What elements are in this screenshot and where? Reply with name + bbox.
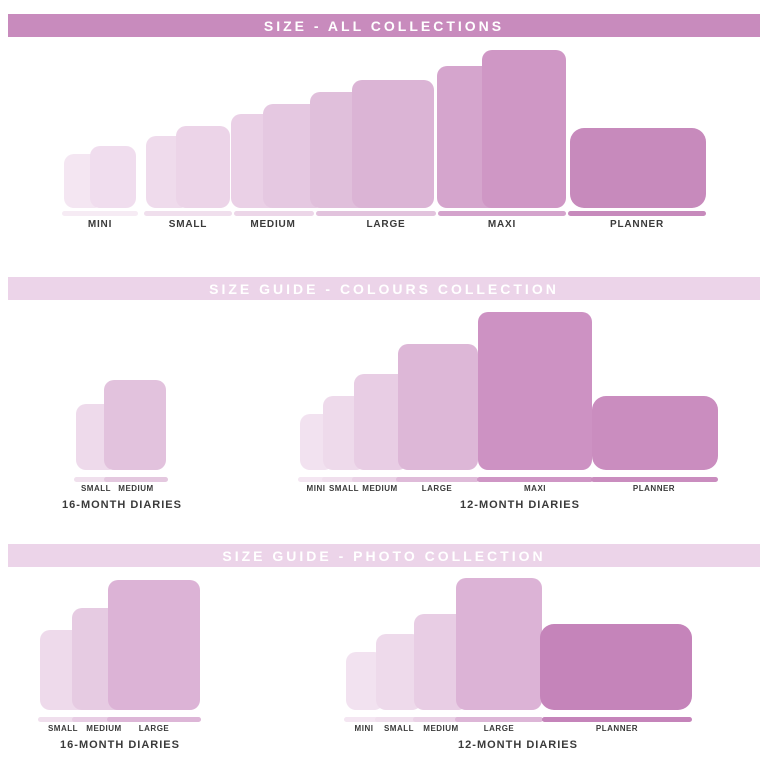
- bar-photo-12m-mini: [344, 717, 385, 722]
- bar-colours-12m-large: [396, 477, 479, 482]
- book-photo-12m-planner: [540, 624, 692, 710]
- label-colours-12m-small: SMALL: [328, 484, 360, 493]
- label-all-mini: MINI: [87, 219, 113, 230]
- bar-all-mini: [62, 211, 138, 216]
- label-colours-16m-small: SMALL: [80, 484, 112, 493]
- label-all-medium: MEDIUM: [250, 219, 296, 230]
- bar-all-large: [316, 211, 436, 216]
- label-photo-16m-small: SMALL: [47, 724, 79, 733]
- bar-colours-12m-small: [322, 477, 367, 482]
- bar-photo-16m-large: [107, 717, 201, 722]
- book-photo-16m-large: [108, 580, 200, 710]
- label-photo-12m-small: SMALL: [383, 724, 415, 733]
- label-photo-16m-large: LARGE: [138, 724, 170, 733]
- section-header-colours-collection: SIZE GUIDE - COLOURS COLLECTION: [8, 277, 760, 300]
- label-all-maxi: MAXI: [487, 219, 517, 230]
- book-all-mini-front: [90, 146, 136, 208]
- caption-colours-16m: 16-MONTH DIARIES: [62, 499, 182, 511]
- bar-photo-16m-small: [38, 717, 88, 722]
- label-colours-12m-planner: PLANNER: [632, 484, 676, 493]
- bar-photo-12m-large: [455, 717, 543, 722]
- bar-colours-16m-medium: [104, 477, 168, 482]
- label-all-planner: PLANNER: [610, 219, 664, 230]
- book-colours-12m-large: [398, 344, 478, 470]
- label-colours-12m-medium: MEDIUM: [362, 484, 398, 493]
- book-colours-16m-medium: [104, 380, 166, 470]
- section-title-colours-collection: SIZE GUIDE - COLOURS COLLECTION: [209, 280, 559, 297]
- label-colours-16m-medium: MEDIUM: [118, 484, 154, 493]
- label-all-small: SMALL: [168, 219, 208, 230]
- book-all-planner: [570, 128, 706, 208]
- label-colours-12m-large: LARGE: [421, 484, 453, 493]
- book-all-maxi-front: [482, 50, 566, 208]
- label-all-large: LARGE: [366, 219, 406, 230]
- book-all-small-front: [176, 126, 230, 208]
- caption-photo-12m: 12-MONTH DIARIES: [458, 739, 578, 751]
- book-colours-12m-planner: [592, 396, 718, 470]
- label-photo-12m-medium: MEDIUM: [423, 724, 459, 733]
- bar-photo-12m-small: [375, 717, 423, 722]
- bar-photo-12m-medium: [413, 717, 469, 722]
- bar-all-medium: [234, 211, 314, 216]
- bar-colours-12m-mini: [298, 477, 334, 482]
- section-header-photo-collection: SIZE GUIDE - PHOTO COLLECTION: [8, 544, 760, 567]
- bar-all-small: [144, 211, 232, 216]
- bar-all-planner: [568, 211, 706, 216]
- book-colours-12m-maxi: [478, 312, 592, 470]
- section-title-all-collections: SIZE - ALL COLLECTIONS: [263, 17, 505, 34]
- caption-colours-12m: 12-MONTH DIARIES: [460, 499, 580, 511]
- book-all-large-front: [352, 80, 434, 208]
- section-title-photo-collection: SIZE GUIDE - PHOTO COLLECTION: [222, 547, 546, 564]
- bar-colours-12m-medium: [352, 477, 409, 482]
- bar-colours-12m-maxi: [477, 477, 593, 482]
- bar-colours-16m-small: [74, 477, 118, 482]
- label-colours-12m-mini: MINI: [306, 484, 326, 493]
- caption-photo-16m: 16-MONTH DIARIES: [60, 739, 180, 751]
- bar-all-maxi: [438, 211, 566, 216]
- label-photo-12m-large: LARGE: [483, 724, 515, 733]
- book-photo-12m-large: [456, 578, 542, 710]
- bar-colours-12m-planner: [591, 477, 718, 482]
- bar-photo-12m-planner: [542, 717, 692, 722]
- label-colours-12m-maxi: MAXI: [524, 484, 546, 493]
- section-header-all-collections: SIZE - ALL COLLECTIONS: [8, 14, 760, 37]
- bar-photo-16m-medium: [72, 717, 137, 722]
- label-photo-12m-planner: PLANNER: [595, 724, 639, 733]
- label-photo-12m-mini: MINI: [354, 724, 374, 733]
- label-photo-16m-medium: MEDIUM: [86, 724, 122, 733]
